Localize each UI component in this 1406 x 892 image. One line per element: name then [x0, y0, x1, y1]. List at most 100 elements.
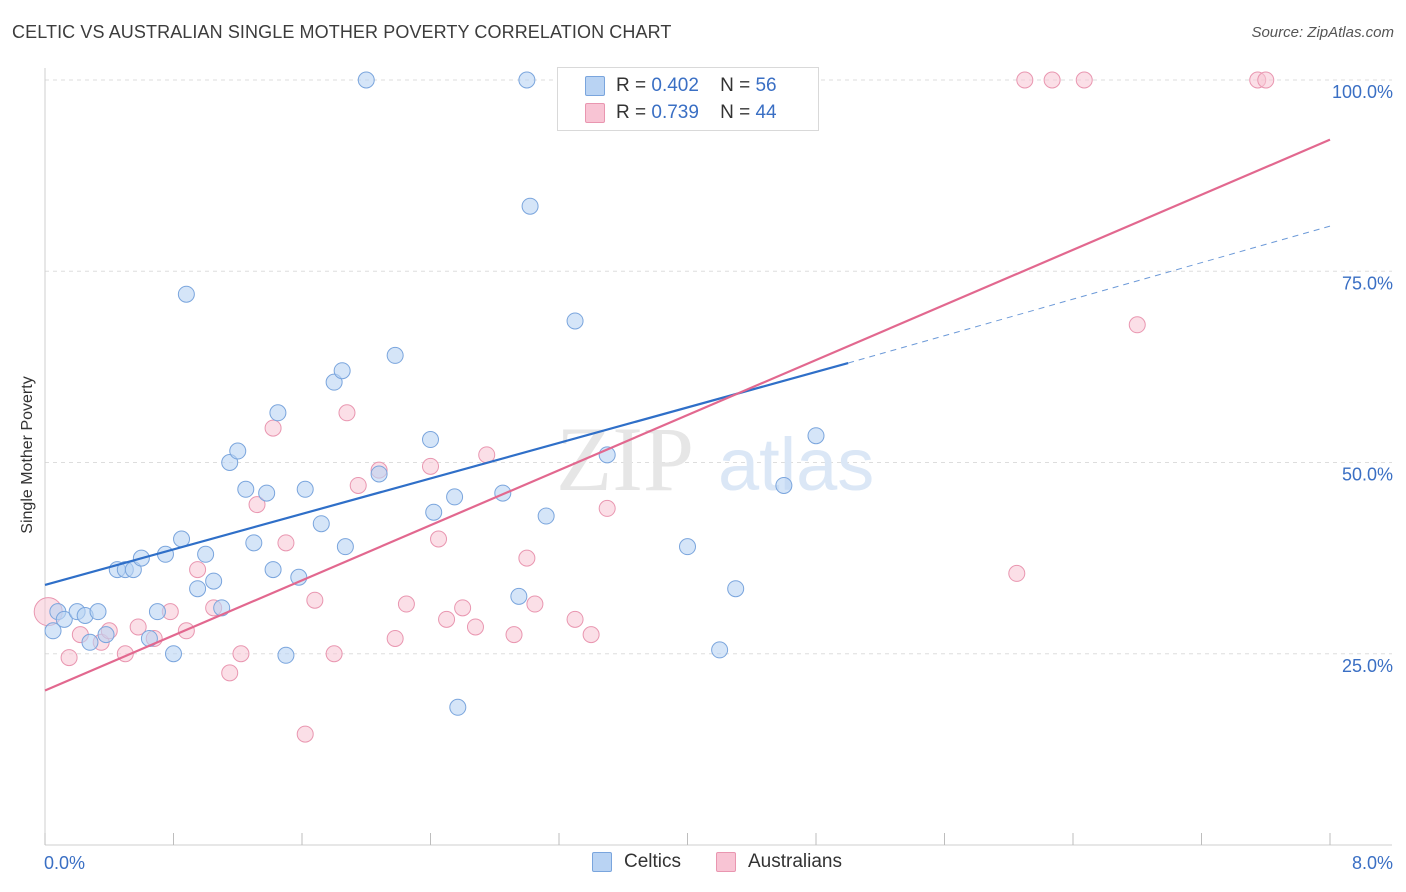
axes — [44, 68, 1392, 846]
australians-point — [1128, 316, 1146, 334]
celtics-point — [521, 197, 539, 215]
watermark-atlas: atlas — [718, 423, 874, 506]
australians-point — [598, 499, 616, 517]
celtics-point — [336, 538, 354, 556]
celtics-point — [258, 484, 276, 502]
celtics-point — [277, 646, 295, 664]
watermark-zip: ZIP — [556, 408, 694, 510]
australians-point — [306, 591, 324, 609]
y-tick-label-100: 100.0% — [1332, 82, 1393, 102]
celtics-point — [711, 641, 729, 659]
celtics-point — [245, 534, 263, 552]
australians-point — [582, 626, 600, 644]
australians-point — [296, 725, 314, 743]
y-tick-label-50: 50.0% — [1342, 465, 1393, 485]
celtics-point — [333, 362, 351, 380]
celtics-point — [237, 480, 255, 498]
celtics-point — [727, 580, 745, 598]
celtics-point — [177, 285, 195, 303]
celtics-point — [357, 71, 375, 89]
legend-r-label: R = — [616, 102, 647, 123]
australians-point — [422, 457, 439, 475]
legend-n-value-celtics: 56 — [755, 75, 777, 96]
x-tick-label-min: 0.0% — [44, 853, 85, 873]
celtics-point — [370, 465, 388, 483]
celtics-trend-extension — [847, 225, 1331, 364]
celtics-point — [97, 626, 115, 644]
celtics-point — [229, 442, 247, 460]
australians-point — [1008, 564, 1026, 582]
y-tick-label-75: 75.0% — [1342, 273, 1393, 293]
australians-point — [248, 496, 266, 514]
celtics-point — [148, 603, 166, 621]
australians-point — [221, 664, 239, 682]
chart-title: CELTIC VS AUSTRALIAN SINGLE MOTHER POVER… — [12, 22, 672, 42]
trend-lines — [44, 138, 1331, 692]
australians-point — [232, 645, 250, 663]
celtics-point — [269, 404, 287, 422]
australians-point — [325, 645, 343, 663]
australians-point — [1016, 71, 1034, 89]
australians-point — [397, 595, 415, 613]
australians-point — [518, 549, 536, 567]
legend-n-value-australians: 44 — [755, 102, 777, 123]
bottom-legend-swatch-australians — [716, 852, 736, 872]
celtics-point — [205, 572, 223, 590]
celtics-point — [422, 431, 439, 449]
legend-row-celtics: R = 0.402 N = 56 — [585, 73, 777, 99]
legend-n-label: N = — [720, 75, 751, 96]
legend-n-label: N = — [720, 102, 751, 123]
bottom-legend-label-australians: Australians — [748, 851, 842, 872]
celtics-point — [679, 538, 696, 556]
celtics-point — [446, 488, 464, 506]
celtics-point — [44, 622, 62, 640]
tick-labels: 25.0% 50.0% 75.0% 100.0% 0.0% 8.0% — [44, 82, 1393, 873]
australians-point — [566, 610, 584, 628]
australians-point — [1075, 71, 1093, 89]
legend-box: R = 0.402 N = 56 R = 0.739 N = 44 — [557, 67, 819, 131]
australians-point — [264, 419, 282, 437]
bottom-legend-australians[interactable]: Australians — [716, 851, 842, 873]
celtics-point — [775, 476, 793, 494]
celtics-point — [807, 427, 825, 445]
legend-swatch-celtics — [585, 76, 605, 96]
australians-point — [189, 561, 207, 579]
celtics-point — [425, 503, 443, 521]
australians-point — [1043, 71, 1061, 89]
celtics-point — [89, 603, 107, 621]
bottom-legend-swatch-celtics — [592, 852, 612, 872]
celtics-point — [197, 545, 215, 563]
celtics-point — [81, 633, 99, 651]
australians-point — [466, 618, 484, 636]
australians-point — [338, 404, 356, 422]
celtics-point — [537, 507, 555, 525]
legend-row-australians: R = 0.739 N = 44 — [585, 100, 777, 126]
celtics-point — [312, 515, 330, 533]
y-tick-label-25: 25.0% — [1342, 656, 1393, 676]
australians-points — [33, 71, 1275, 743]
australians-point — [129, 618, 147, 636]
bottom-legend-celtics[interactable]: Celtics — [592, 851, 681, 873]
australians-trend-line — [44, 138, 1331, 692]
legend-swatch-australians — [585, 103, 605, 123]
bottom-legend: Celtics Australians — [0, 851, 1406, 877]
celtics-point — [386, 346, 404, 364]
bottom-legend-label-celtics: Celtics — [624, 851, 682, 872]
legend-r-label: R = — [616, 75, 647, 96]
australians-point — [454, 599, 472, 617]
australians-point — [505, 626, 523, 644]
source-label: Source: ZipAtlas.com — [1251, 24, 1394, 41]
celtics-point — [510, 587, 528, 605]
australians-point — [430, 530, 448, 548]
australians-point — [60, 649, 78, 667]
australians-point — [438, 610, 456, 628]
legend-r-value-celtics: 0.402 — [651, 75, 699, 96]
celtics-point — [449, 698, 467, 716]
australians-point — [277, 534, 295, 552]
celtics-points — [44, 71, 825, 716]
celtics-point — [189, 580, 207, 598]
celtics-point — [55, 610, 73, 628]
celtics-point — [165, 645, 182, 663]
x-tick-label-max: 8.0% — [1352, 853, 1393, 873]
